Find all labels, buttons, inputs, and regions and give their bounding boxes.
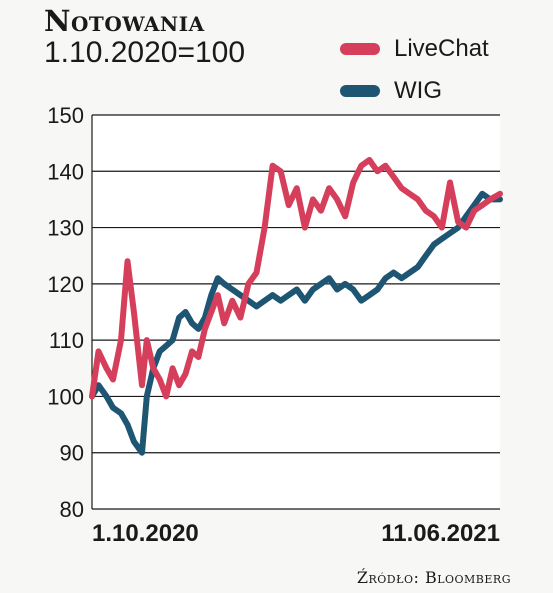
legend-label-wig: WIG [394, 77, 442, 104]
legend-item-wig: WIG [340, 70, 489, 112]
plot-area [92, 115, 500, 509]
legend-label-livechat: LiveChat [394, 35, 489, 62]
legend-swatch-wig [340, 85, 380, 97]
y-tick-label-80: 80 [60, 497, 84, 522]
chart-title: Notowania [44, 4, 205, 38]
y-tick-label-110: 110 [49, 328, 84, 353]
y-tick-label-90: 90 [60, 441, 84, 466]
y-tick-label-120: 120 [47, 272, 84, 297]
legend-swatch-livechat [340, 43, 380, 55]
series-line-livechat [89, 157, 503, 400]
y-tick-label-140: 140 [47, 159, 84, 184]
y-tick-label-100: 100 [47, 384, 84, 409]
legend-item-livechat: LiveChat [340, 28, 489, 70]
legend: LiveChat WIG [340, 28, 489, 112]
chart-subtitle: 1.10.2020=100 [44, 36, 246, 69]
y-tick-label-150: 150 [47, 103, 84, 128]
y-tick-label-130: 130 [47, 216, 84, 241]
source-note: Źródło: Bloomberg [356, 568, 511, 587]
x-tick-label-end: 11.06.2021 [381, 520, 500, 547]
x-tick-label-start: 1.10.2020 [92, 520, 199, 547]
